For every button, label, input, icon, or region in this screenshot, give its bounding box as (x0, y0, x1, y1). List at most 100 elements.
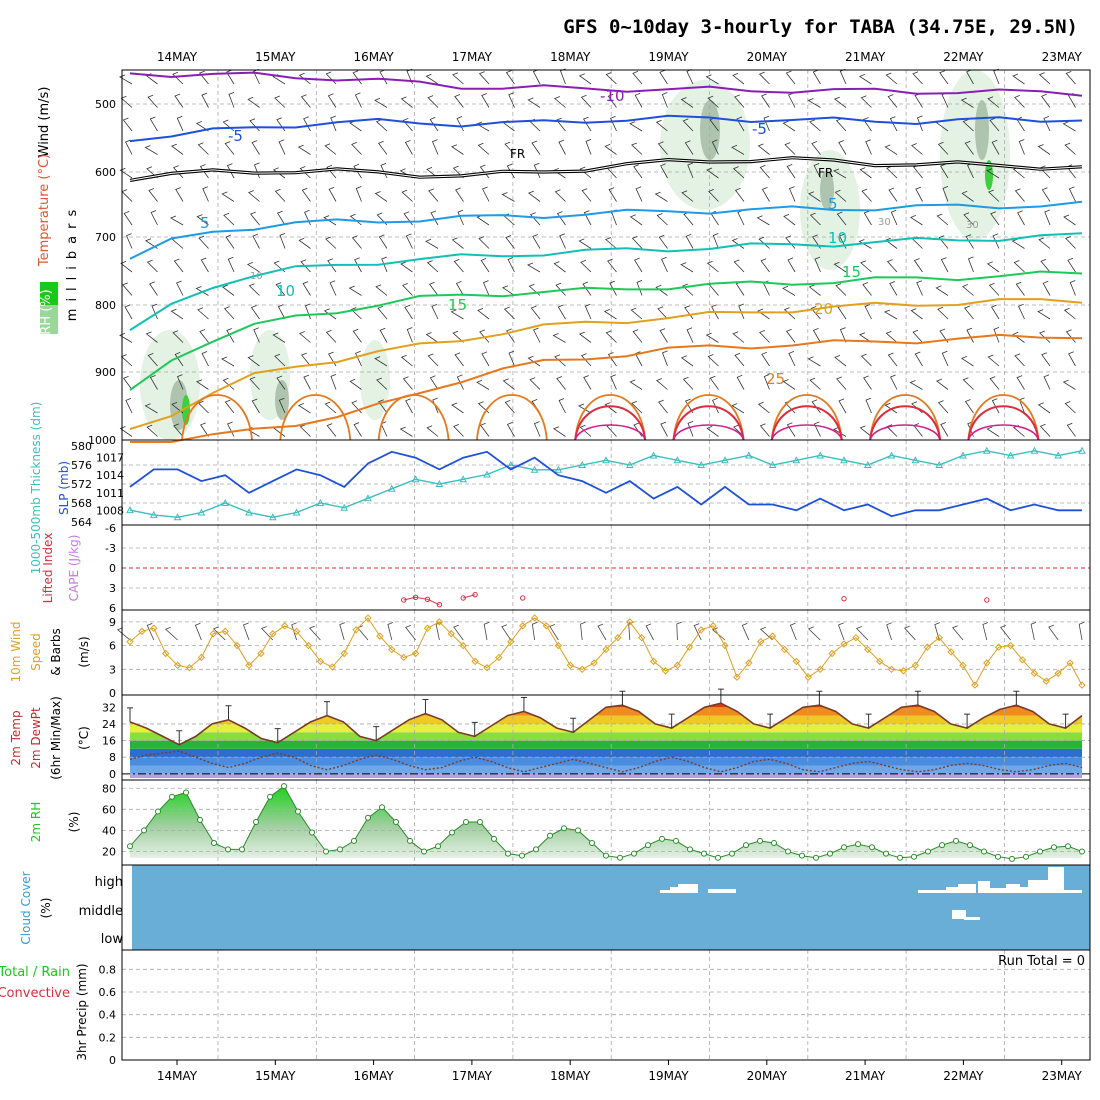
wind-barb (736, 374, 745, 390)
cloud-block (946, 887, 958, 893)
date-label-bottom: 23MAY (1042, 1069, 1083, 1083)
isotherm-loop (967, 405, 1040, 441)
isotherm-loop (574, 424, 646, 441)
isotherm-line (129, 270, 1083, 391)
wind-barb (274, 95, 286, 108)
wind-barb (220, 356, 235, 367)
wind-barb (782, 285, 796, 296)
wind-barb (323, 308, 337, 320)
wind-barb (374, 356, 388, 367)
wind-barb (659, 69, 668, 85)
wind-barb (248, 283, 260, 296)
wind-barb-10m (531, 621, 538, 641)
thickness-marker (245, 508, 253, 516)
wind-barb (786, 164, 796, 179)
thickness-marker (364, 494, 372, 502)
wind-barb (253, 327, 260, 343)
wind-speed-marker (578, 665, 586, 674)
ylabel-minmax: (6hr Min/Max) (49, 696, 63, 780)
wind-barb (687, 421, 694, 437)
temp-band (130, 723, 1082, 733)
wind-barb (711, 139, 719, 155)
cloud-level-middle: middle (79, 904, 123, 919)
wind-barb (680, 355, 694, 367)
wind-barb (250, 211, 260, 226)
wind-barb (1043, 374, 1051, 390)
wind-speed-marker (340, 649, 348, 658)
wind-speed-marker (994, 643, 1003, 651)
wind-barb (763, 115, 770, 132)
wind-barb (940, 422, 949, 437)
wind-barb (197, 307, 209, 320)
wind-barb (400, 96, 413, 108)
wind-speed-marker (804, 673, 813, 681)
wind-barb (250, 305, 260, 320)
wind-barb (557, 304, 566, 320)
wind-barb (1063, 214, 1076, 226)
rh-point (673, 837, 679, 844)
wind-barb (912, 329, 923, 343)
isotherm-label: 20 (814, 300, 833, 318)
date-label-bottom: 15MAY (255, 1069, 296, 1083)
rh-point (393, 818, 399, 825)
ylabel-total-rain: Total / Rain (0, 965, 70, 980)
rh-point (477, 818, 483, 825)
wind-barb (378, 399, 388, 414)
wind-barb (657, 141, 668, 155)
temp-minmax-bar (422, 699, 429, 714)
wind-barb (965, 234, 974, 249)
y-tick-label: 80 (102, 782, 116, 795)
isotherm-label: 10 (250, 271, 263, 282)
wind-barb (119, 167, 133, 179)
temp-minmax-bar (520, 696, 527, 712)
wind-barb (939, 328, 949, 343)
wind-barb (480, 258, 490, 273)
wind-barb (456, 374, 464, 390)
temp-bands (130, 703, 1082, 778)
wind-speed-marker (233, 641, 241, 650)
wind-barb (809, 119, 821, 132)
rh-point (701, 850, 707, 857)
wind-barb (607, 258, 617, 273)
wind-barb (992, 233, 1000, 249)
wind-speed-marker (923, 643, 932, 651)
date-label-top: 16MAY (353, 50, 394, 64)
wind-barb (146, 424, 158, 437)
wind-barb (195, 121, 209, 132)
wind-speed-marker (197, 653, 206, 662)
wind-barb (579, 424, 592, 437)
wind-barb (938, 235, 949, 249)
wind-speed-marker (947, 648, 955, 656)
rh-point (505, 850, 511, 857)
isotherm-freezing (129, 156, 1083, 182)
temp-band (130, 765, 1082, 774)
wind-barb (580, 94, 592, 108)
wind-barb (1016, 375, 1025, 390)
wind-barb (555, 282, 566, 296)
wind-barb (610, 374, 617, 390)
wind-barb (379, 327, 388, 343)
wind-barb (123, 211, 133, 226)
wind-barb (632, 329, 643, 343)
thickness-marker (1078, 446, 1086, 454)
wind-barb (758, 236, 770, 249)
wind-speed-marker (316, 657, 325, 666)
wind-barb (605, 237, 617, 249)
wind-barb (788, 186, 796, 202)
temp-minmax-bar (274, 728, 281, 743)
wind-barb (124, 304, 133, 320)
rh-point (169, 793, 175, 800)
wind-barb-10m (1048, 624, 1059, 641)
wind-barb (788, 92, 796, 108)
wind-barb (910, 308, 923, 320)
wind-barb (354, 257, 362, 273)
wind-barb (860, 260, 872, 273)
wind-barb (732, 331, 745, 343)
wind-barb (199, 164, 209, 179)
ylabel-speed: Speed (29, 633, 43, 671)
isotherm-loop (770, 394, 843, 441)
wind-barb (886, 165, 898, 179)
wind-barb (811, 399, 821, 414)
wind-barb (632, 70, 643, 85)
wind-barb (989, 376, 1000, 390)
